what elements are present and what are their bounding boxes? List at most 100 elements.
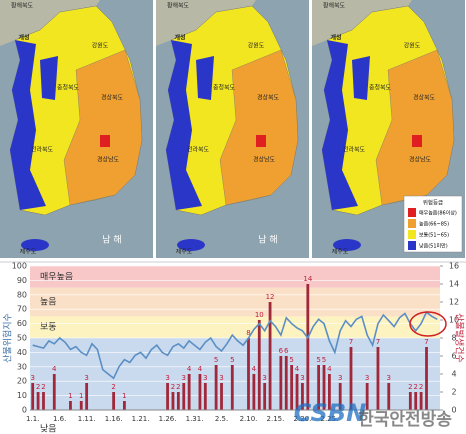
map-label: 남 해 [102,235,121,246]
legend-label: 보통(51~65) [419,233,449,239]
bar [214,365,218,410]
y-tick-label: 0 [22,406,27,415]
bar-label: 2 [36,383,40,391]
x-tick-label: 2.15. [267,415,285,423]
bar [268,302,272,410]
map-label: 황해북도 [323,2,346,10]
y-tick-label: 30 [17,362,27,371]
maps [0,0,466,259]
bar [419,392,423,410]
map-label: 남 해 [414,235,433,246]
legend-swatch [408,241,416,250]
zone [30,287,440,317]
map-label: 황해북도 [11,2,34,10]
y-tick-label: 100 [12,262,27,271]
bar [301,383,304,410]
zone-label: 매우높음 [40,271,73,282]
bar-label: 5 [214,356,218,364]
x-tick-label: 2.20. [294,415,312,423]
bar [349,347,353,410]
bar [408,392,412,410]
bar-label: 3 [203,374,207,382]
bar-label: 7 [424,338,428,346]
bar [69,401,72,410]
y2-tick-label: 12 [449,298,459,307]
map-label: 전라북도 [343,146,366,154]
map-label: 제주도 [176,248,193,256]
bar-label: 3 [387,374,391,382]
bar [230,365,234,410]
bar-label: 3 [262,374,266,382]
watermark-text: 한국안전방송 [358,410,452,430]
x-tick-label: 1.26. [159,415,177,423]
bar-label: 6 [279,347,284,355]
map-label: 강원도 [248,42,265,50]
bar [295,374,299,410]
bar-label: 4 [52,365,57,373]
legend-label: 높음(66~85) [419,221,449,228]
bar-label: 5 [316,356,320,364]
x-tick-label: 1.1. [26,415,39,423]
zone-label: 보통 [40,322,57,333]
bar [36,392,40,410]
legend-swatch [408,230,416,239]
bar-label: 3 [219,374,223,382]
bar-label: 14 [303,275,312,283]
y2-tick-label: 2 [451,388,456,397]
y-tick-label: 70 [17,305,27,314]
x-tick-label: 1.11. [78,415,96,423]
bar [187,374,191,410]
bar [425,347,428,410]
bar [306,284,310,410]
y2-tick-label: 14 [449,280,459,289]
map-legend-title: 위험등급 [423,199,443,207]
bar [171,392,175,410]
bar-label: 3 [165,374,169,382]
bar [112,392,116,410]
bar-label: 2 [111,383,115,391]
bar [279,356,283,410]
bar-label: 5 [289,356,293,364]
x-tick-label: 1.21. [132,415,150,423]
map-label: 충청북도 [369,84,392,92]
x-tick-label: 2.10. [240,415,258,423]
bar-label: 4 [198,365,203,373]
bar-label: 3 [338,374,342,382]
bar [263,383,267,410]
map-label: 제주도 [332,248,349,256]
map-label: 경상북도 [101,94,124,102]
bar-label: 3 [300,374,304,382]
map-label: 경상북도 [257,94,280,102]
y2-tick-label: 0 [451,406,456,415]
map-label: 경상남도 [409,156,432,164]
bar [328,374,331,410]
bar-label: 3 [182,374,186,382]
map-label: 경상북도 [413,94,436,102]
bar-label: 4 [327,365,332,373]
bar [123,401,126,410]
map-label: 개성 [18,34,29,42]
bar [284,356,288,410]
bar [376,347,380,410]
map-label: 개성 [174,34,185,42]
line [32,310,438,380]
map-label: 경상남도 [253,156,276,164]
y-tick-label: 20 [17,377,27,386]
bar [290,365,294,410]
bar-label: 10 [255,311,264,319]
zone-label: 낮음 [40,424,57,434]
bar [387,383,391,410]
bar-label: 8 [246,329,250,337]
y-tick-label: 10 [17,391,27,400]
y2-tick-label: 6 [451,352,456,361]
bar-label: 5 [322,356,326,364]
bar [182,383,186,410]
y2-tick-label: 8 [451,334,456,343]
bar-label: 2 [171,383,175,391]
legend-label: 매우높음(86이상) [419,210,457,217]
bar-label: 7 [349,338,353,346]
map-label: 충청북도 [57,84,80,92]
legend-swatch [408,219,416,228]
x-tick-label: 2.25. [321,415,339,423]
bar-label: 1 [122,392,126,400]
